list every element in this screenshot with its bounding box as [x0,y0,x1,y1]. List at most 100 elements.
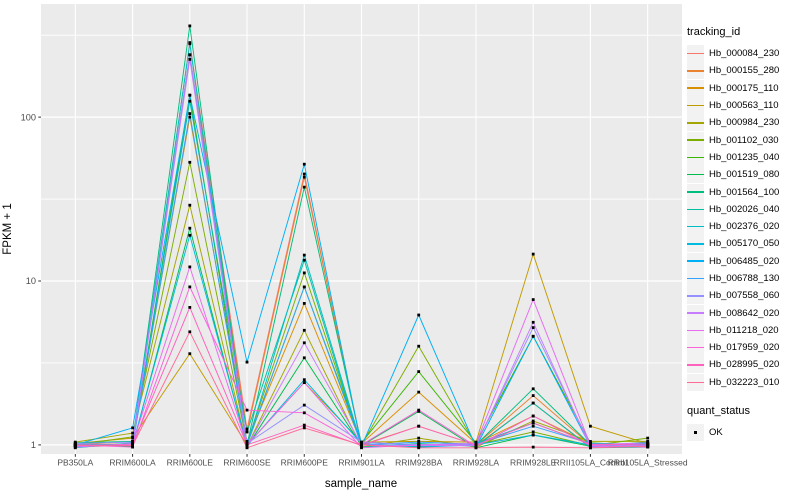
legend-item-label: Hb_001235_040 [709,151,780,163]
data-point [188,330,192,334]
data-point [531,320,535,324]
legend-color-line-icon [687,156,704,159]
x-tick-label: RRIM600LE [167,458,214,468]
legend-item: Hb_000175_110 [687,79,799,97]
data-point [417,370,421,373]
x-tick-label: RRIM928LA [453,458,500,468]
legend-item-label: Hb_000175_110 [709,82,779,94]
data-point [531,445,535,449]
data-point [531,424,535,428]
data-point [302,381,306,384]
legend-item: Hb_002376_020 [687,218,799,236]
x-tick-label: PB350LA [57,458,93,468]
data-point [302,285,306,289]
data-point [73,445,77,449]
data-point [245,427,249,431]
quant-ok-key-icon [687,424,704,442]
legend-key-icon [687,200,704,218]
legend-item-quant-ok: OK [687,424,799,442]
legend-items: Hb_000084_230 Hb_000155_280 Hb_000175_110 H… [687,45,799,391]
data-point [188,285,192,289]
legend-color-line-icon [687,329,704,332]
legend-color-line-icon [687,260,704,262]
data-point [131,445,134,449]
legend-key-icon [687,62,704,80]
data-point [360,446,363,450]
legend-color-line-icon [687,52,704,55]
data-point [245,408,249,412]
data-point [531,387,535,391]
legend-item: Hb_000984_230 [687,114,799,132]
legend-key-icon [687,45,704,63]
legend-color-line-icon [687,104,704,107]
data-point [131,426,134,430]
legend-key-icon [687,97,704,115]
legend-item-label: Hb_006485_020 [709,255,780,267]
data-point [531,414,535,418]
x-axis-title: sample_name [325,478,397,490]
legend-item-label: Hb_001519_080 [709,169,780,181]
legend-key-icon [687,356,704,374]
legend-item: Hb_001235_040 [687,148,799,166]
data-point [188,93,192,97]
data-point [245,446,249,450]
data-point [474,446,478,450]
data-point [188,112,192,115]
legend-item-label: Hb_008642_020 [709,307,780,319]
black-square-point-icon [694,431,697,435]
data-point [302,356,306,360]
legend-color-line-icon [687,191,704,193]
y-tick-label: 10 [26,276,36,286]
chart-svg: 1 10 100 PB350LA RRIM600LA RRIM600LE RRIM600S… [2,4,688,490]
data-point [302,403,306,407]
legend-item: Hb_000155_280 [687,62,799,80]
legend-item-label: Hb_007558_060 [709,290,780,302]
data-point [417,344,421,348]
legend-key-icon [687,131,704,149]
legend: tracking_id Hb_000084_230 Hb_000155_280 Hb… [687,26,799,442]
y-tick-label: 100 [21,112,36,122]
data-point [302,185,306,189]
legend-color-line-icon [687,312,704,314]
legend-color-line-icon [687,277,704,280]
legend-item: Hb_011218_020 [687,321,799,339]
data-point [646,444,650,448]
legend-key-icon [687,114,704,132]
legend-item: Hb_000563_110 [687,97,799,115]
data-point [131,431,134,435]
legend-item-label: Hb_000084_230 [709,48,780,60]
legend-color-line-icon [687,173,704,176]
data-point [531,252,535,256]
data-point [188,160,192,164]
legend-item: Hb_001564_100 [687,183,799,201]
data-point [360,443,363,447]
legend-item: Hb_017959_020 [687,339,799,357]
data-point [188,265,192,269]
data-point [589,444,592,447]
data-point [188,58,192,61]
data-point [531,430,535,434]
data-point [417,436,421,440]
legend-item: Hb_005170_050 [687,235,799,253]
data-point [360,440,363,444]
legend-item-label: OK [709,427,723,439]
data-point [302,175,306,179]
legend-key-icon [687,148,704,166]
data-point [302,302,306,305]
data-point [531,298,535,301]
data-point [302,162,306,166]
series-points [73,24,650,450]
data-point [417,408,421,412]
legend-item: Hb_001102_030 [687,131,799,149]
data-point [302,341,306,345]
y-axis-labels: 1 10 100 [21,112,36,450]
data-point [188,233,192,237]
data-point [302,426,306,430]
data-point [417,443,421,447]
legend-color-line-icon [687,70,704,72]
data-point [474,443,478,447]
legend-item-label: Hb_002376_020 [709,221,780,233]
data-point [531,433,535,437]
data-point [531,401,535,405]
